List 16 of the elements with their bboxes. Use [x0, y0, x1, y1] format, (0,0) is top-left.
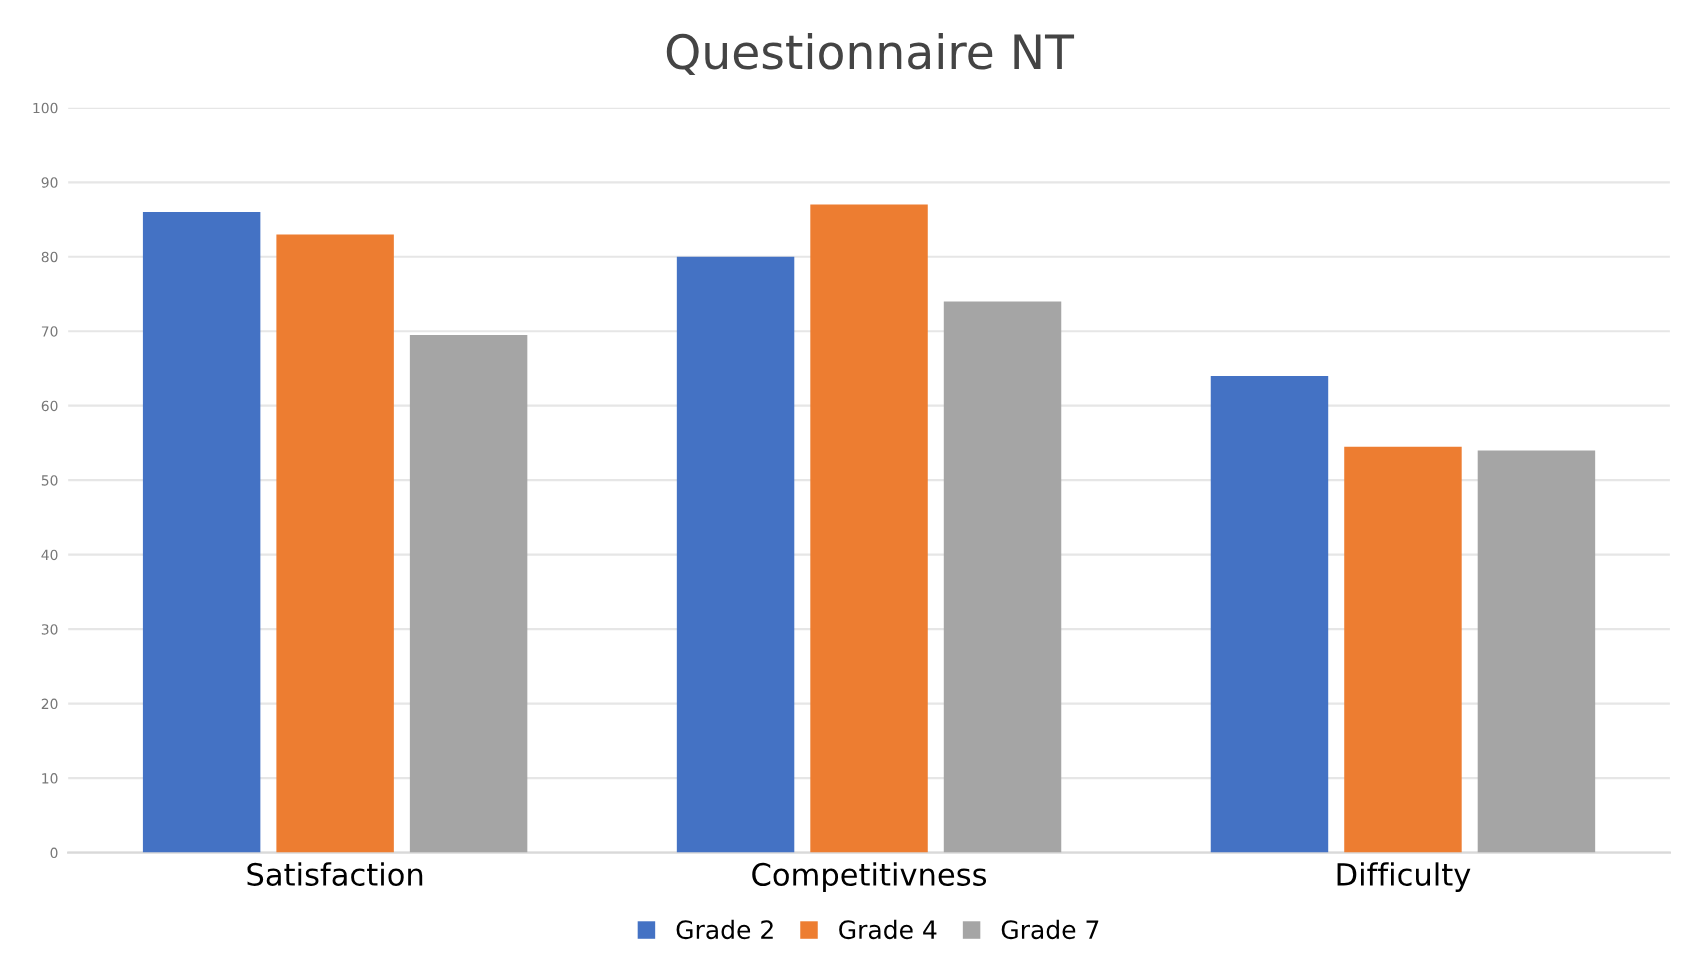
chart-title: Questionnaire NT [666, 33, 1075, 75]
bar [142, 212, 261, 853]
bar [409, 334, 528, 853]
bar [1477, 450, 1596, 853]
x-tick-label: Competitivness [752, 862, 987, 892]
legend-label: Grade 4 [839, 919, 937, 940]
bar [1210, 375, 1329, 853]
bar [943, 301, 1062, 853]
bar [676, 256, 795, 853]
x-tick-label: Difficulty [1337, 862, 1471, 892]
x-tick-label: Satisfaction [247, 862, 423, 886]
bar [1344, 446, 1462, 853]
bar [810, 204, 928, 853]
legend-label: Grade 2 [676, 919, 773, 940]
bar [276, 234, 394, 853]
legend-label: Grade 7 [1001, 919, 1099, 940]
